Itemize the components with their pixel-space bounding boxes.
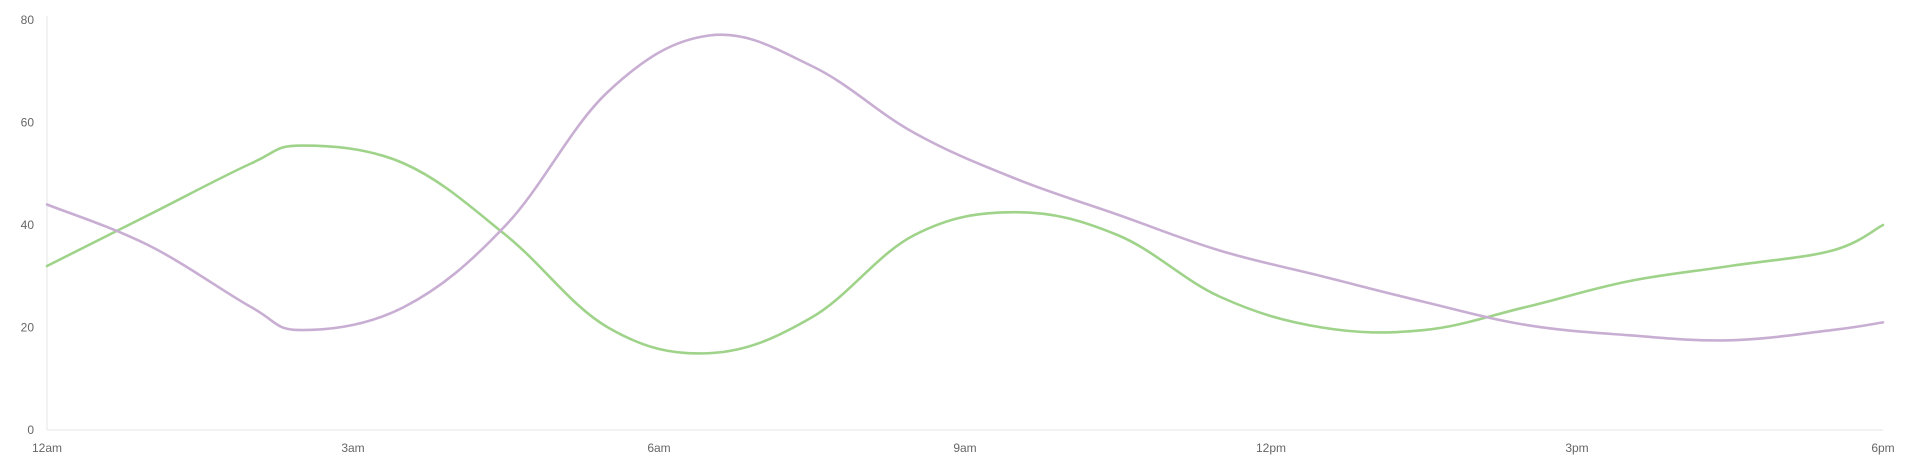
x-tick-label: 6pm [1871,441,1894,455]
y-axis-ticks: 0 20 40 60 80 [21,13,35,437]
series-line-2 [45,33,1885,342]
x-tick-label: 6am [647,441,670,455]
x-tick-label: 3pm [1565,441,1588,455]
x-axis-ticks: 12am 3am 6am 9am 12pm 3pm 6pm [32,441,1895,455]
y-tick-label: 0 [27,423,34,437]
y-tick-label: 80 [21,13,35,27]
series-line-1 [45,144,1885,355]
x-tick-label: 12am [32,441,62,455]
x-tick-label: 9am [953,441,976,455]
y-tick-label: 60 [21,116,35,130]
y-tick-label: 40 [21,218,35,232]
x-tick-label: 12pm [1256,441,1286,455]
y-tick-label: 20 [21,321,35,335]
chart-axes [46,16,1883,431]
x-tick-label: 3am [341,441,364,455]
chart-series-group [45,33,1885,355]
